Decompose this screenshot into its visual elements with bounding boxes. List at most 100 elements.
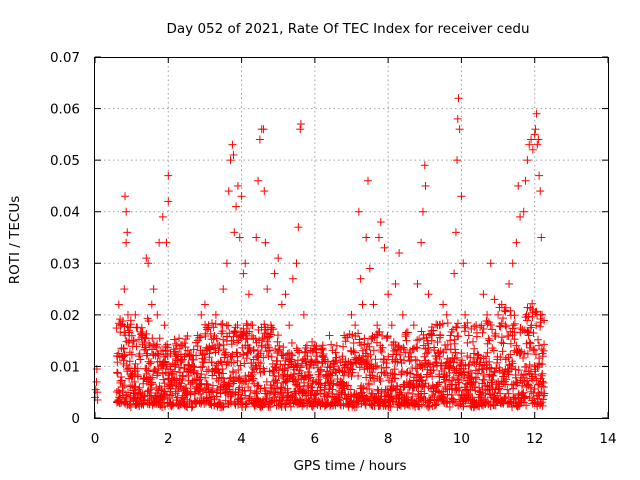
- data-point: [472, 321, 481, 330]
- data-point: [405, 357, 414, 366]
- data-point: [352, 400, 361, 409]
- data-point: [216, 357, 225, 366]
- data-point: [335, 393, 344, 402]
- data-point: [160, 379, 169, 388]
- data-point: [184, 360, 193, 369]
- data-point: [424, 403, 433, 412]
- data-point: [211, 310, 220, 319]
- data-point: [478, 365, 487, 374]
- data-point: [127, 350, 136, 359]
- data-point: [215, 398, 224, 407]
- data-point: [460, 327, 469, 336]
- data-point: [217, 373, 226, 382]
- data-point: [367, 360, 376, 369]
- data-point: [283, 370, 292, 379]
- data-point: [510, 311, 519, 320]
- data-point: [378, 343, 387, 352]
- data-point: [264, 351, 273, 360]
- data-point: [133, 364, 142, 373]
- data-point: [376, 377, 385, 386]
- data-point: [374, 233, 383, 242]
- data-point: [295, 366, 304, 375]
- data-point: [118, 316, 127, 325]
- data-point: [403, 388, 412, 397]
- data-point: [113, 369, 122, 378]
- data-point: [267, 352, 276, 361]
- data-point: [355, 335, 364, 344]
- data-point: [360, 340, 369, 349]
- data-point: [123, 228, 132, 237]
- data-point: [287, 338, 296, 347]
- data-point: [383, 331, 392, 340]
- data-point: [531, 125, 540, 134]
- y-tick-label: 0: [71, 411, 80, 427]
- data-point: [235, 233, 244, 242]
- data-point: [288, 274, 297, 283]
- data-point: [273, 337, 282, 346]
- data-point: [113, 368, 122, 377]
- data-point: [461, 323, 470, 332]
- data-point: [134, 352, 143, 361]
- data-point: [224, 187, 233, 196]
- data-point: [273, 331, 282, 340]
- data-point: [492, 358, 501, 367]
- data-point: [369, 346, 378, 355]
- y-tick-label: 0.03: [50, 256, 80, 272]
- data-point: [302, 348, 311, 357]
- data-point: [226, 392, 235, 401]
- data-point: [299, 310, 308, 319]
- data-point: [470, 344, 479, 353]
- data-point: [263, 285, 272, 294]
- data-point: [266, 402, 275, 411]
- data-point: [155, 334, 164, 343]
- data-point: [384, 352, 393, 361]
- y-tick-label: 0.07: [50, 50, 80, 66]
- data-point: [212, 334, 221, 343]
- data-point: [190, 376, 199, 385]
- data-point: [175, 363, 184, 372]
- data-point: [186, 390, 195, 399]
- data-point: [122, 238, 131, 247]
- data-point: [119, 344, 128, 353]
- data-point: [229, 379, 238, 388]
- data-point: [296, 363, 305, 372]
- data-point: [409, 321, 418, 330]
- data-point: [363, 176, 372, 185]
- data-point: [424, 290, 433, 299]
- data-point: [505, 279, 514, 288]
- data-point: [168, 391, 177, 400]
- data-point: [259, 353, 268, 362]
- data-point: [262, 377, 271, 386]
- data-point: [146, 375, 155, 384]
- data-point: [410, 398, 419, 407]
- data-point: [359, 383, 368, 392]
- data-point: [171, 339, 180, 348]
- data-point: [214, 368, 223, 377]
- data-point: [132, 342, 141, 351]
- data-point: [228, 350, 237, 359]
- data-point: [365, 384, 374, 393]
- data-point: [261, 395, 270, 404]
- data-point: [536, 322, 545, 331]
- data-point: [162, 360, 171, 369]
- data-point: [332, 368, 341, 377]
- data-point: [239, 324, 248, 333]
- data-point: [228, 140, 237, 149]
- data-point: [454, 332, 463, 341]
- data-point: [451, 228, 460, 237]
- data-point: [196, 380, 205, 389]
- data-point: [530, 130, 539, 139]
- data-point: [189, 355, 198, 364]
- data-point: [173, 387, 182, 396]
- data-point: [421, 181, 430, 190]
- data-point: [377, 347, 386, 356]
- data-point: [325, 331, 334, 340]
- data-point: [398, 310, 407, 319]
- data-point: [483, 310, 492, 319]
- data-point: [163, 343, 172, 352]
- data-point: [112, 324, 121, 333]
- data-point: [119, 359, 128, 368]
- data-point: [506, 339, 515, 348]
- data-point: [198, 386, 207, 395]
- data-point: [373, 361, 382, 370]
